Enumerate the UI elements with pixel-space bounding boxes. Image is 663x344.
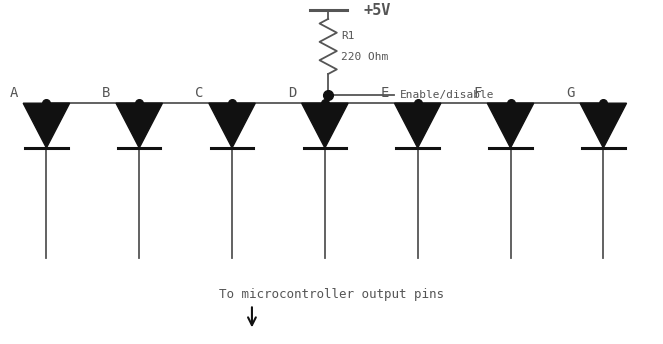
Polygon shape	[580, 103, 627, 148]
Polygon shape	[394, 103, 441, 148]
Polygon shape	[302, 103, 348, 148]
Text: B: B	[102, 86, 111, 100]
Polygon shape	[23, 103, 70, 148]
Text: A: A	[9, 86, 18, 100]
Text: F: F	[473, 86, 482, 100]
Polygon shape	[209, 103, 255, 148]
Text: R1: R1	[341, 31, 355, 41]
Text: C: C	[195, 86, 204, 100]
Text: 220 Ohm: 220 Ohm	[341, 52, 389, 62]
Polygon shape	[487, 103, 534, 148]
Text: D: D	[288, 86, 296, 100]
Polygon shape	[116, 103, 162, 148]
Text: Enable/disable: Enable/disable	[400, 89, 495, 100]
Text: +5V: +5V	[363, 3, 391, 18]
Text: E: E	[381, 86, 389, 100]
Text: G: G	[566, 86, 575, 100]
Text: To microcontroller output pins: To microcontroller output pins	[219, 288, 444, 301]
